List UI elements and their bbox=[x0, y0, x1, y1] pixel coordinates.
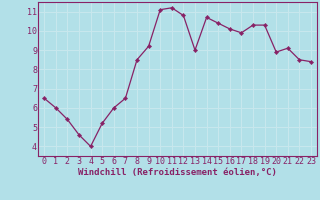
X-axis label: Windchill (Refroidissement éolien,°C): Windchill (Refroidissement éolien,°C) bbox=[78, 168, 277, 177]
